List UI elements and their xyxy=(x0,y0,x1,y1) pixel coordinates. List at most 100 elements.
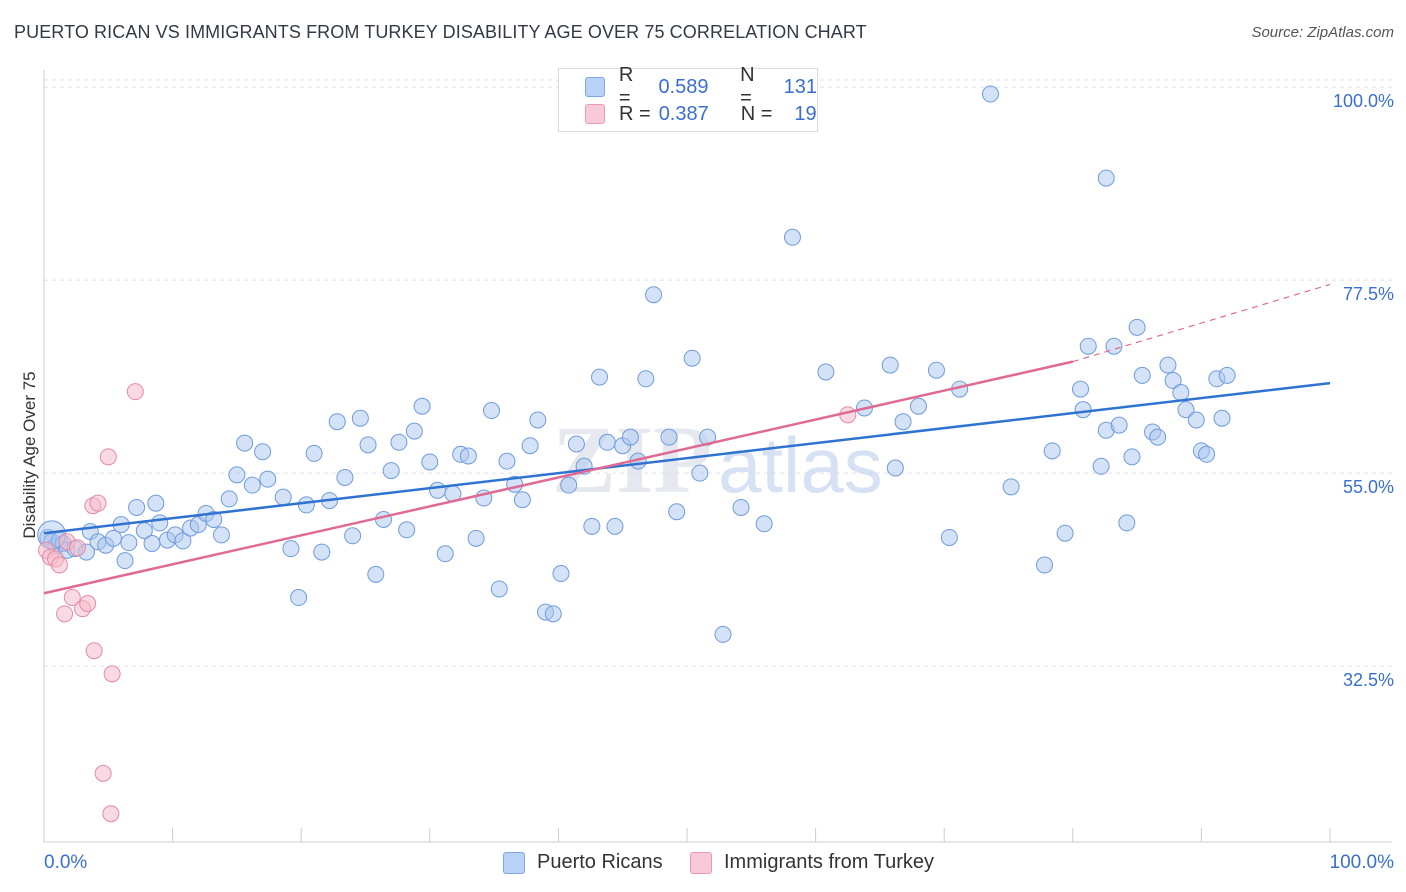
data-point-puerto-ricans xyxy=(483,402,501,420)
trend-line-puerto-ricans xyxy=(43,381,1331,535)
data-point-puerto-ricans xyxy=(254,443,272,461)
data-point-puerto-ricans xyxy=(583,517,601,535)
data-point-puerto-ricans xyxy=(382,462,400,480)
trend-line-immigrants-from-turkey xyxy=(43,360,1074,595)
data-point-puerto-ricans xyxy=(398,521,416,539)
legend-swatch-pink xyxy=(585,104,605,124)
bottom-legend-swatch-pink xyxy=(690,851,712,874)
data-point-puerto-ricans xyxy=(1128,318,1146,336)
data-point-puerto-ricans xyxy=(282,540,300,558)
legend-n-value: 19 xyxy=(794,102,817,125)
legend-r-value: 0.387 xyxy=(658,102,709,125)
data-point-puerto-ricans xyxy=(467,529,485,547)
data-point-puerto-ricans xyxy=(621,428,639,446)
data-point-puerto-ricans xyxy=(1097,169,1115,187)
axes xyxy=(43,70,1392,843)
source-label: Source: ZipAtlas.com xyxy=(1251,24,1394,41)
data-point-puerto-ricans xyxy=(645,286,663,304)
data-point-puerto-ricans xyxy=(1036,556,1054,574)
data-point-puerto-ricans xyxy=(637,370,655,388)
data-point-puerto-ricans xyxy=(259,470,277,488)
data-point-puerto-ricans xyxy=(297,496,315,514)
legend-swatch-blue xyxy=(585,77,605,97)
y-tick-label: 55.0% xyxy=(1342,477,1394,498)
data-point-puerto-ricans xyxy=(498,452,516,470)
data-point-puerto-ricans xyxy=(212,526,230,544)
bottom-legend: Puerto Ricans Immigrants from Turkey xyxy=(0,851,1406,879)
y-tick-label: 100.0% xyxy=(1332,91,1394,112)
legend-r-label: R = xyxy=(618,64,634,109)
data-point-puerto-ricans xyxy=(513,491,531,509)
data-point-puerto-ricans xyxy=(390,433,408,451)
data-point-puerto-ricans xyxy=(305,444,323,462)
data-point-puerto-ricans xyxy=(421,453,439,471)
data-point-puerto-ricans xyxy=(1092,457,1110,475)
data-point-puerto-ricans xyxy=(336,468,354,486)
data-point-immigrants-from-turkey xyxy=(68,539,86,557)
data-point-puerto-ricans xyxy=(413,397,431,415)
data-point-puerto-ricans xyxy=(120,534,138,552)
data-point-puerto-ricans xyxy=(732,498,750,516)
data-point-puerto-ricans xyxy=(668,503,686,521)
legend-row-series2: R = 0.387 N = 19 xyxy=(585,101,817,127)
data-point-puerto-ricans xyxy=(104,529,122,547)
data-point-puerto-ricans xyxy=(1172,384,1190,402)
y-axis-label: Disability Age Over 75 xyxy=(20,371,39,539)
data-point-puerto-ricans xyxy=(1079,337,1097,355)
data-point-immigrants-from-turkey xyxy=(50,556,68,574)
data-point-puerto-ricans xyxy=(367,565,385,583)
data-point-puerto-ricans xyxy=(881,356,899,374)
data-point-puerto-ricans xyxy=(591,368,609,386)
data-point-puerto-ricans xyxy=(1118,514,1136,532)
data-point-puerto-ricans xyxy=(143,534,161,552)
data-point-puerto-ricans xyxy=(529,411,547,429)
legend-r-value: 0.589 xyxy=(658,75,709,98)
legend-row-series1: R = 0.589 N = 131 xyxy=(585,64,818,109)
data-point-immigrants-from-turkey xyxy=(103,665,121,683)
data-point-puerto-ricans xyxy=(236,434,254,452)
data-point-puerto-ricans xyxy=(894,413,912,431)
data-point-puerto-ricans xyxy=(560,476,578,494)
data-point-puerto-ricans xyxy=(783,228,801,246)
data-point-puerto-ricans xyxy=(1043,442,1061,460)
data-point-puerto-ricans xyxy=(290,589,308,607)
x-axis-label-right: 100.0% xyxy=(1329,852,1394,873)
data-point-puerto-ricans xyxy=(328,413,346,431)
data-point-puerto-ricans xyxy=(313,543,331,561)
data-point-puerto-ricans xyxy=(755,515,773,533)
data-point-immigrants-from-turkey xyxy=(99,448,117,466)
chart-title: PUERTO RICAN VS IMMIGRANTS FROM TURKEY D… xyxy=(14,22,867,42)
data-point-puerto-ricans xyxy=(981,85,999,103)
data-point-puerto-ricans xyxy=(567,435,585,453)
data-point-puerto-ricans xyxy=(128,498,146,516)
bottom-legend-item-puerto-ricans: Puerto Ricans xyxy=(503,851,663,874)
data-point-puerto-ricans xyxy=(1164,372,1182,390)
data-point-puerto-ricans xyxy=(1213,409,1231,427)
data-point-immigrants-from-turkey xyxy=(102,805,120,823)
data-point-immigrants-from-turkey xyxy=(126,383,144,401)
data-point-puerto-ricans xyxy=(1187,411,1205,429)
data-point-puerto-ricans xyxy=(544,605,562,623)
data-point-puerto-ricans xyxy=(375,510,393,528)
y-tick-label: 77.5% xyxy=(1342,284,1394,305)
data-point-puerto-ricans xyxy=(909,397,927,415)
data-point-puerto-ricans xyxy=(116,552,134,570)
data-point-puerto-ricans xyxy=(521,437,539,455)
data-point-puerto-ricans xyxy=(1177,401,1195,419)
data-point-immigrants-from-turkey xyxy=(63,589,81,607)
legend-n-value: 131 xyxy=(783,75,818,98)
data-point-puerto-ricans xyxy=(714,625,732,643)
data-point-puerto-ricans xyxy=(220,490,238,508)
data-point-immigrants-from-turkey xyxy=(94,764,112,782)
data-point-puerto-ricans xyxy=(817,363,835,381)
data-point-puerto-ricans xyxy=(274,488,292,506)
data-point-puerto-ricans xyxy=(1123,448,1141,466)
data-point-puerto-ricans xyxy=(552,565,570,583)
legend-n-label: N = xyxy=(740,102,773,125)
data-point-puerto-ricans xyxy=(1149,428,1167,446)
watermark: ZIP atlas xyxy=(552,406,883,513)
bottom-legend-swatch-blue xyxy=(503,851,525,874)
data-point-puerto-ricans xyxy=(174,532,192,550)
data-point-puerto-ricans xyxy=(1002,478,1020,496)
watermark-atlas: atlas xyxy=(718,421,883,509)
